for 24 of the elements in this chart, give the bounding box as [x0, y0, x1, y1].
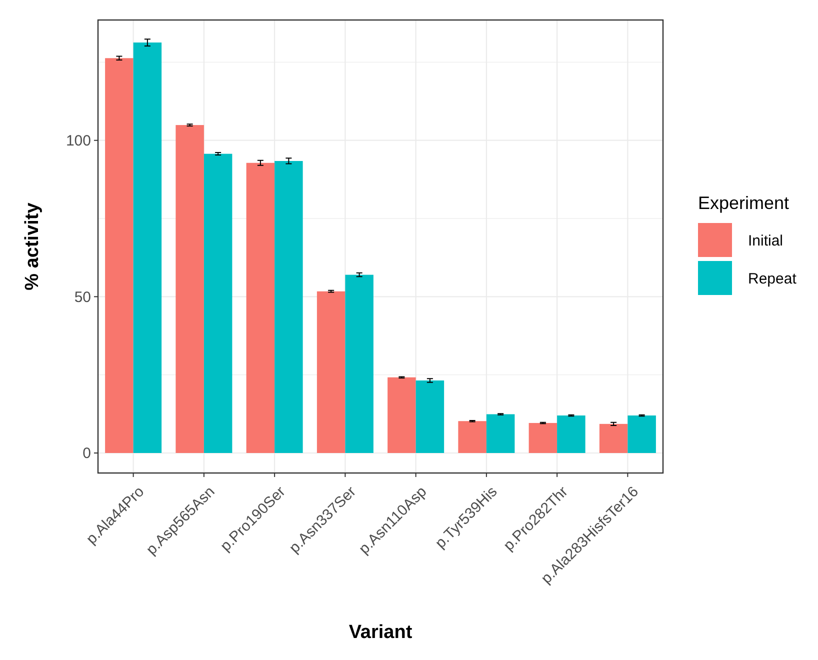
- legend-label: Repeat: [748, 270, 798, 288]
- bar: [486, 414, 515, 453]
- bar: [204, 154, 232, 453]
- legend-title: Experiment: [698, 193, 790, 213]
- bar: [246, 162, 275, 453]
- bar: [416, 380, 444, 453]
- bar: [628, 415, 656, 453]
- y-axis-title: % activity: [22, 202, 43, 290]
- legend-label: Initial: [748, 232, 784, 250]
- bar: [557, 415, 586, 453]
- bar: [176, 125, 204, 453]
- y-tick-label: 50: [74, 288, 91, 306]
- bar: [105, 58, 134, 453]
- bar: [388, 377, 416, 453]
- bar: [316, 291, 346, 453]
- y-tick-label: 0: [82, 445, 91, 462]
- bar: [133, 42, 162, 453]
- bar: [345, 274, 374, 453]
- bar: [599, 424, 628, 453]
- y-tick-label: 100: [66, 132, 91, 150]
- bar: [458, 421, 486, 453]
- x-axis-title: Variant: [348, 622, 413, 643]
- bar: [274, 160, 303, 453]
- bar: [528, 422, 558, 453]
